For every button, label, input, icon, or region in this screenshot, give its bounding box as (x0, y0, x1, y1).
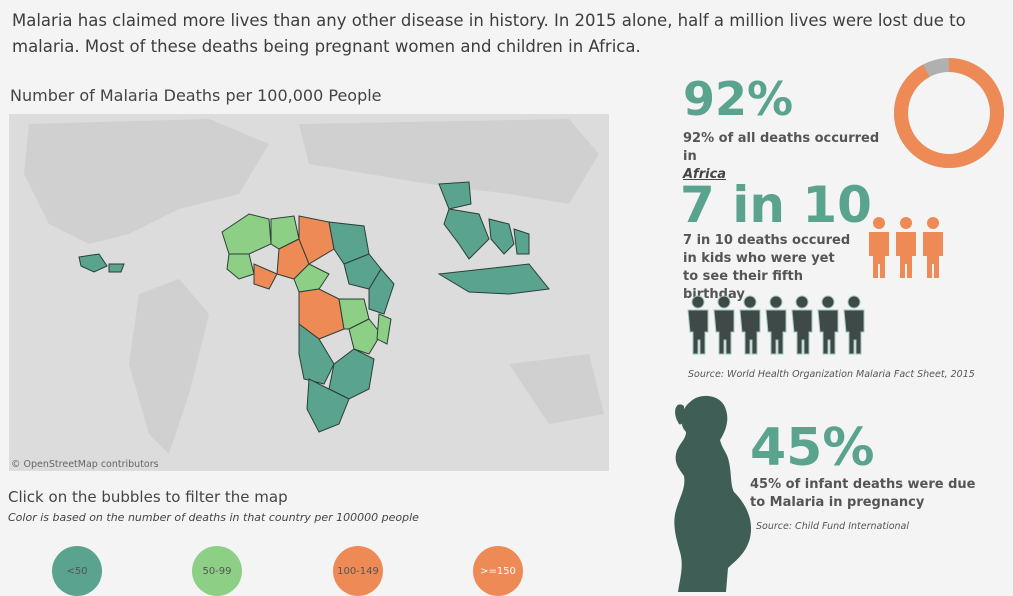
caribbean-countries[interactable] (78, 253, 125, 273)
pregnancy-source: Source: Child Fund International (756, 521, 910, 532)
orange-people-icon (869, 217, 943, 278)
africa-percent: 92% (683, 72, 794, 126)
pregnancy-percent: 45% (750, 418, 875, 478)
donut-africa-arc (894, 58, 1004, 168)
africa-stat-prefix: 92% of all deaths occurred in (683, 131, 880, 164)
filter-subtitle: Color is based on the number of deaths i… (8, 511, 419, 524)
africa-countries[interactable] (221, 213, 395, 433)
map-canvas[interactable] (9, 114, 609, 471)
pregnancy-stat-text: 45% of infant deaths were due to Malaria… (750, 477, 976, 510)
africa-stat-text: 92% of all deaths occurred in Africa (683, 130, 893, 184)
kids-big-stat: 7 in 10 (680, 176, 872, 234)
asia-countries[interactable] (437, 181, 550, 295)
filter-bubble-lt50[interactable]: <50 (52, 546, 102, 596)
filter-title: Click on the bubbles to filter the map (8, 488, 288, 506)
dark-people-icon (687, 295, 865, 355)
filter-bubble-100-149[interactable]: 100-149 (333, 546, 383, 596)
malaria-map[interactable]: © OpenStreetMap contributors (9, 114, 609, 471)
map-attribution[interactable]: © OpenStreetMap contributors (11, 459, 159, 470)
background-land (24, 119, 604, 454)
filter-bubble-50-99[interactable]: 50-99 (192, 546, 242, 596)
africa-donut (894, 58, 1004, 168)
pregnant-woman-silhouette (674, 395, 752, 592)
filter-bubble-gte150[interactable]: >=150 (473, 546, 523, 596)
map-title: Number of Malaria Deaths per 100,000 Peo… (10, 86, 382, 105)
africa-link[interactable]: Africa (683, 167, 727, 182)
kids-source: Source: World Health Organization Malari… (688, 369, 975, 380)
intro-text: Malaria has claimed more lives than any … (12, 11, 966, 56)
